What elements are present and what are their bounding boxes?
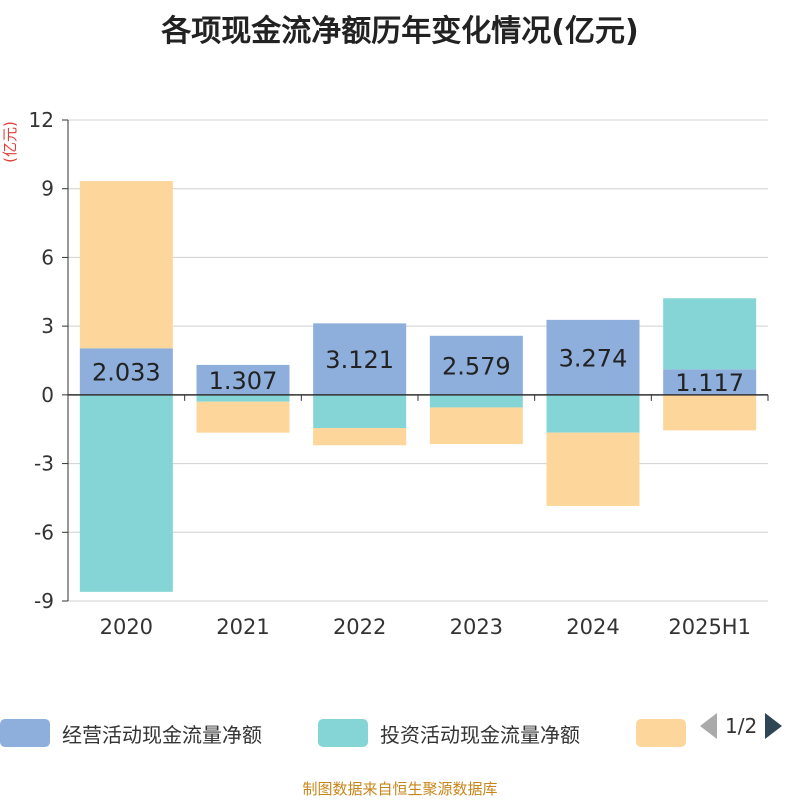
- bar-series2-2020: [79, 394, 173, 592]
- next-page-arrow-icon[interactable]: [765, 713, 783, 739]
- bar-series1-2022: [313, 323, 407, 395]
- x-category-label: 2020: [100, 615, 153, 639]
- legend-page-indicator: 1/2: [725, 714, 758, 738]
- bar-series1-2025H1: [663, 369, 757, 395]
- bar-series2-2021: [196, 394, 290, 402]
- data-label-2022: 3.121: [325, 346, 394, 374]
- prev-page-arrow-icon[interactable]: [700, 713, 717, 739]
- data-label-2023: 2.579: [442, 352, 511, 380]
- bar-series1-2021: [196, 364, 290, 395]
- y-tick-label: 3: [41, 314, 54, 338]
- bar-series3-2021: [196, 401, 290, 433]
- y-tick-label: 6: [41, 245, 54, 269]
- legend-swatch-investing: [318, 719, 368, 747]
- bar-series1-2020: [79, 348, 173, 395]
- legend-pager: 1/2: [700, 706, 783, 746]
- x-category-label: 2022: [333, 615, 386, 639]
- legend-item-financing[interactable]: [636, 713, 698, 753]
- y-tick-label: -3: [34, 452, 54, 476]
- y-tick-label: 12: [29, 108, 54, 132]
- bar-series1-2023: [429, 335, 523, 395]
- bar-series2-2024: [546, 394, 640, 433]
- bar-series1-2024: [546, 319, 640, 395]
- bar-series2-2023: [429, 394, 523, 408]
- x-category-label: 2024: [566, 615, 619, 639]
- y-axis-unit-label: (亿元): [1, 121, 19, 163]
- legend-label-investing: 投资活动现金流量净额: [380, 722, 580, 747]
- x-category-label: 2023: [450, 615, 503, 639]
- y-tick-label: 0: [41, 383, 54, 407]
- legend: 经营活动现金流量净额 投资活动现金流量净额: [0, 713, 800, 753]
- bar-series3-2025H1: [663, 394, 757, 431]
- bar-series3-2023: [429, 407, 523, 445]
- x-category-label: 2025H1: [668, 615, 751, 639]
- y-tick-label: -6: [34, 520, 54, 544]
- y-tick-label: 9: [41, 177, 54, 201]
- bar-series2-2022: [313, 394, 407, 429]
- stacked-bar-chart: 12 9 6 3 0 -3 -6 -9 (亿元) 2.033 1.307 3.121 2.579 3.27…: [1, 108, 769, 639]
- legend-item-operating[interactable]: 经营活动现金流量净额: [0, 713, 262, 753]
- y-tick-label: -9: [34, 589, 54, 613]
- bar-series3-2024: [546, 432, 640, 506]
- legend-label-operating: 经营活动现金流量净额: [62, 722, 262, 747]
- data-label-2021: 1.307: [209, 367, 278, 395]
- legend-item-investing[interactable]: 投资活动现金流量净额: [318, 713, 580, 753]
- bar-series3-2020: [79, 181, 173, 349]
- legend-swatch-financing: [636, 719, 686, 747]
- chart-title: 各项现金流净额历年变化情况(亿元): [161, 14, 639, 49]
- legend-swatch-operating: [0, 719, 50, 747]
- data-source-note: 制图数据来自恒生聚源数据库: [302, 780, 498, 798]
- data-label-2020: 2.033: [92, 359, 161, 387]
- bar-series3-2022: [313, 428, 407, 446]
- bar-series2-2025H1: [663, 298, 757, 370]
- x-category-label: 2021: [216, 615, 269, 639]
- data-label-2024: 3.274: [559, 344, 628, 372]
- data-label-2025H1: 1.117: [675, 369, 744, 397]
